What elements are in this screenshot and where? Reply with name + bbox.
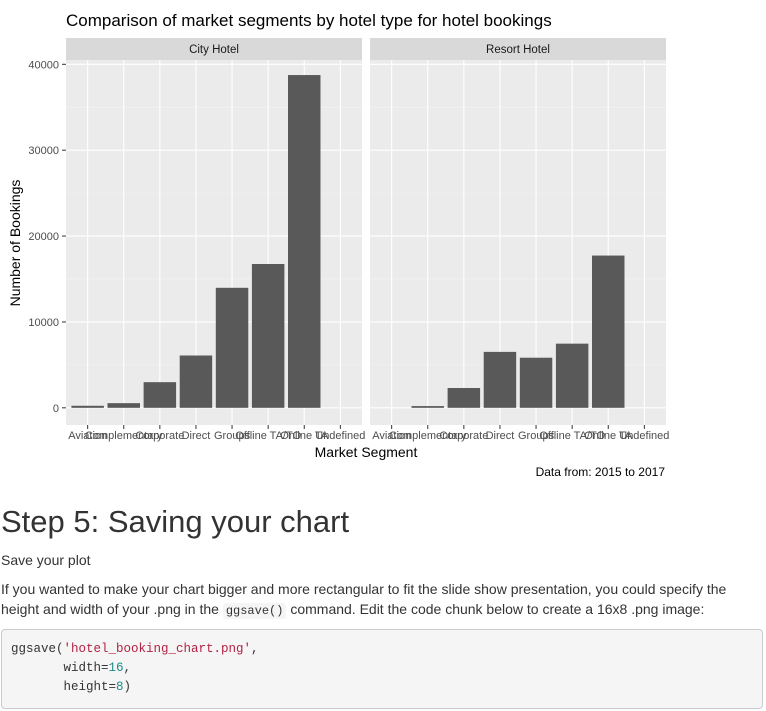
bar-online-ta — [592, 255, 625, 408]
bar-offline-ta-to — [251, 263, 285, 408]
code-line-1: ggsave('hotel_booking_chart.png', — [11, 642, 259, 656]
facet-strip-label: Resort Hotel — [486, 44, 550, 56]
code-line-2: width=16, — [11, 661, 132, 675]
x-axis-label: Market Segment — [315, 444, 418, 460]
bar-offline-ta-to — [555, 343, 589, 408]
y-axis-label: Number of Bookings — [7, 180, 23, 307]
x-tick-label: Online TA — [280, 430, 329, 442]
x-tick-label: Aviation — [372, 430, 411, 442]
facet-strip — [66, 38, 362, 60]
chart-title: Comparison of market segments by hotel t… — [66, 11, 552, 30]
x-tick-label: Groups — [214, 430, 251, 442]
x-tick-label: Undefined — [315, 430, 365, 442]
y-tick-label: 30000 — [28, 145, 59, 157]
y-tick-label: 20000 — [28, 231, 59, 243]
x-tick-label: Offline TA/TO — [235, 430, 301, 442]
y-axis-ticks: 0 10000 20000 30000 40000 — [28, 59, 66, 415]
x-tick-label: Aviation — [68, 430, 107, 442]
x-tick-label: Online TA — [584, 430, 633, 442]
x-tick-label: Complementary — [85, 430, 163, 442]
bar-groups — [215, 287, 249, 408]
bar-corporate — [447, 387, 481, 408]
y-tick-label: 0 — [53, 403, 59, 415]
facet-panel: Resort Hotel AviationComplementaryCorpora… — [370, 38, 669, 442]
inline-code-ggsave: ggsave() — [222, 603, 287, 619]
bar-direct — [179, 355, 213, 408]
x-tick-label: Corporate — [135, 430, 184, 442]
bar-complementary — [411, 406, 444, 408]
instructions-text-before: If you wanted to make your chart bigger … — [1, 581, 727, 617]
x-tick-label: Groups — [518, 430, 555, 442]
facet-panel: City Hotel AviationComplementaryCorporate… — [66, 38, 365, 442]
facet-strip-label: City Hotel — [189, 44, 239, 56]
bar-groups — [519, 357, 553, 408]
save-plot-text: Save your plot — [1, 552, 91, 568]
x-tick-label: Undefined — [619, 430, 669, 442]
code-chunk[interactable]: ggsave('hotel_booking_chart.png', width=… — [1, 629, 763, 709]
bar-direct — [483, 351, 517, 408]
instructions-text-after: command. Edit the code chunk below to cr… — [286, 601, 705, 617]
x-tick-label: Direct — [182, 430, 211, 442]
bar-complementary — [107, 403, 140, 408]
y-tick-label: 40000 — [28, 59, 59, 71]
chart-caption: Data from: 2015 to 2017 — [536, 465, 666, 479]
x-tick-label: Complementary — [389, 430, 467, 442]
bar-corporate — [143, 382, 177, 408]
code-line-3: height=8) — [11, 680, 132, 694]
instructions-paragraph: If you wanted to make your chart bigger … — [1, 579, 761, 621]
chart-facets: City HotelAviationComplementaryCorporate… — [66, 38, 669, 442]
x-tick-label: Corporate — [439, 430, 488, 442]
y-tick-label: 10000 — [28, 317, 59, 329]
chart-figure: Comparison of market segments by hotel t… — [7, 11, 669, 479]
bar-online-ta — [288, 75, 321, 408]
bar-aviation — [71, 405, 104, 408]
x-tick-label: Direct — [486, 430, 515, 442]
facet-strip — [370, 38, 666, 60]
section-heading: Step 5: Saving your chart — [1, 504, 350, 539]
x-tick-label: Offline TA/TO — [539, 430, 605, 442]
